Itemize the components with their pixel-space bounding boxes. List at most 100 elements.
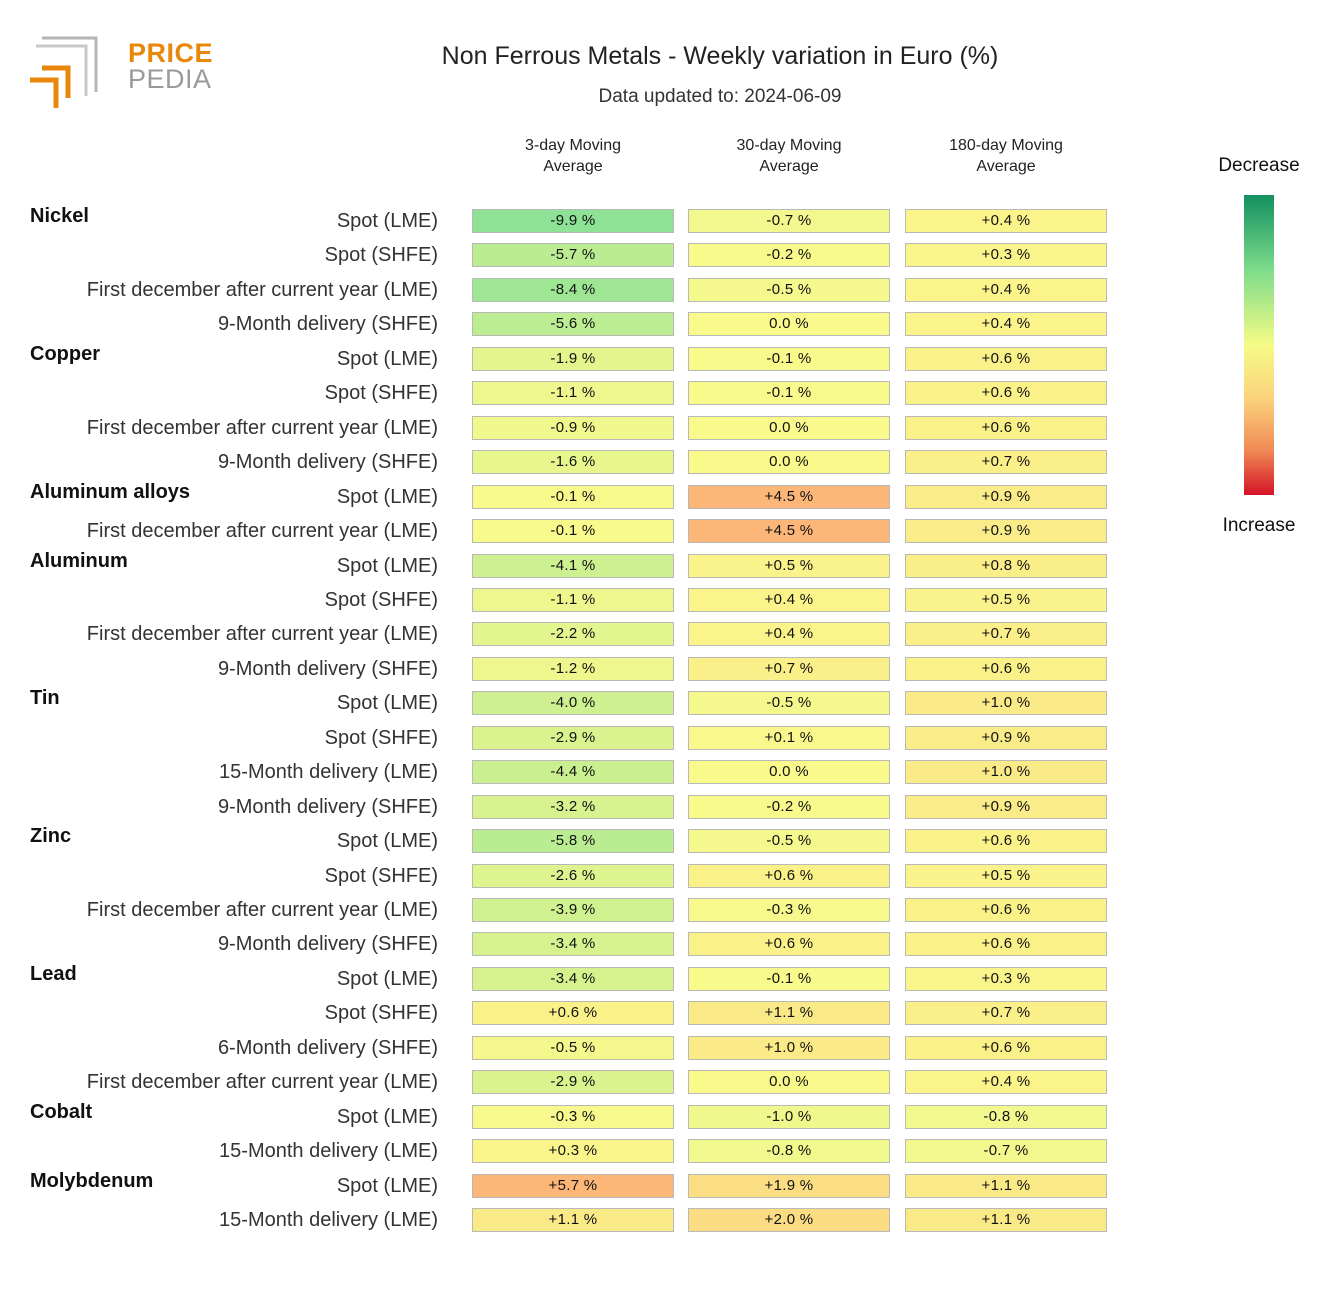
row-label: First december after current year (LME)	[86, 520, 438, 543]
heat-cell: +0.9 %	[905, 725, 1107, 750]
column-header-2: 180-day Moving Average	[905, 135, 1107, 177]
row-label: Spot (SHFE)	[324, 244, 438, 267]
heat-cell: -1.1 %	[472, 381, 674, 406]
heat-cell: -1.9 %	[472, 346, 674, 371]
row-label: Spot (LME)	[336, 830, 438, 853]
row-label: Spot (LME)	[336, 692, 438, 715]
heat-cell: -3.4 %	[472, 966, 674, 991]
heat-cell: +0.6 %	[905, 1035, 1107, 1060]
heat-cell: -9.9 %	[472, 209, 674, 233]
heat-cell: -0.1 %	[688, 381, 890, 406]
heat-cell: -1.1 %	[472, 587, 674, 612]
group-label: Tin	[30, 687, 60, 710]
heat-cell: +0.9 %	[905, 519, 1107, 544]
heat-cell: +0.6 %	[905, 898, 1107, 922]
heat-cell: +1.9 %	[688, 1173, 890, 1198]
heat-cell: -4.1 %	[472, 553, 674, 578]
heat-cell: -0.8 %	[688, 1139, 890, 1164]
heat-cell: +5.7 %	[472, 1173, 674, 1198]
column-header-line: Average	[976, 158, 1036, 175]
heat-cell: -0.5 %	[472, 1035, 674, 1060]
heat-cell: +0.5 %	[688, 553, 890, 578]
column-header-1: 30-day Moving Average	[688, 135, 890, 177]
group-label: Molybdenum	[30, 1169, 154, 1192]
heat-cell: -4.0 %	[472, 691, 674, 716]
row-label: 15-Month delivery (LME)	[219, 761, 438, 784]
heat-cell: +4.5 %	[688, 484, 890, 509]
row-label: 9-Month delivery (SHFE)	[217, 795, 438, 818]
heat-cell: -5.7 %	[472, 243, 674, 268]
group-label: Aluminum	[30, 549, 128, 572]
row-label: Spot (LME)	[336, 554, 438, 577]
heat-cell: -0.3 %	[688, 898, 890, 922]
row-label: 9-Month delivery (SHFE)	[217, 933, 438, 956]
legend-increase-label: Increase	[1222, 515, 1296, 536]
logo-text-price: PRICE	[128, 38, 214, 68]
heat-cell: -0.8 %	[905, 1104, 1107, 1129]
heat-cell: +0.6 %	[688, 863, 890, 888]
heat-cell: +0.4 %	[905, 312, 1107, 337]
heat-cell: +0.8 %	[905, 553, 1107, 578]
row-label: Spot (SHFE)	[324, 864, 438, 887]
heat-cell: -0.9 %	[472, 415, 674, 440]
heat-cell: -3.4 %	[472, 932, 674, 957]
group-label: Zinc	[30, 825, 72, 848]
group-label: Copper	[30, 342, 100, 365]
column-header-line: Average	[759, 158, 819, 175]
row-label: First december after current year (LME)	[86, 623, 438, 646]
heat-cell: -0.5 %	[688, 829, 890, 854]
heat-cell: +0.3 %	[472, 1139, 674, 1164]
row-label: 15-Month delivery (LME)	[219, 1209, 438, 1232]
column-header-line: 180-day Moving	[949, 137, 1063, 154]
row-label: 9-Month delivery (SHFE)	[217, 657, 438, 680]
heat-cell: +0.4 %	[905, 1070, 1107, 1095]
row-label: 9-Month delivery (SHFE)	[217, 313, 438, 336]
heat-cell: +0.4 %	[688, 587, 890, 612]
heat-cell: +1.0 %	[905, 760, 1107, 785]
row-label: Spot (LME)	[336, 347, 438, 370]
heat-cell: +0.6 %	[905, 829, 1107, 854]
heat-cell: -5.8 %	[472, 829, 674, 854]
row-label: First december after current year (LME)	[86, 1071, 438, 1094]
heat-cell: -5.6 %	[472, 312, 674, 337]
heat-cell: -0.1 %	[472, 484, 674, 509]
logo-text-pedia: PEDIA	[128, 64, 212, 94]
heat-cell: +1.1 %	[688, 1001, 890, 1026]
column-header-0: 3-day Moving Average	[472, 135, 674, 177]
group-label: Nickel	[30, 205, 89, 227]
heat-cell: +0.6 %	[905, 656, 1107, 681]
heat-cell: -0.7 %	[905, 1139, 1107, 1164]
row-label: Spot (SHFE)	[324, 588, 438, 611]
pricepedia-logo: PRICE PEDIA	[28, 36, 213, 112]
heat-cell: -0.5 %	[688, 277, 890, 302]
column-header-line: 3-day Moving	[524, 137, 622, 154]
heat-cell: +1.1 %	[905, 1208, 1107, 1233]
legend-decrease-label: Decrease	[1218, 155, 1300, 176]
row-label: First december after current year (LME)	[86, 899, 438, 921]
heat-cell: +0.3 %	[905, 966, 1107, 991]
row-label: Spot (LME)	[336, 210, 438, 232]
heat-cell: +0.7 %	[688, 656, 890, 681]
heat-cell: 0.0 %	[688, 450, 890, 475]
chart-subtitle: Data updated to: 2024-06-09	[598, 86, 842, 107]
heat-cell: -0.3 %	[472, 1104, 674, 1129]
heat-cell: +0.6 %	[905, 415, 1107, 440]
heat-cell: -0.1 %	[472, 519, 674, 544]
heat-cell: +4.5 %	[688, 519, 890, 544]
heat-cell: +0.6 %	[905, 346, 1107, 371]
heat-cell: -0.5 %	[688, 691, 890, 716]
heat-cell: +1.1 %	[905, 1173, 1107, 1198]
heat-cell: +1.0 %	[905, 691, 1107, 716]
heat-cell: -2.2 %	[472, 622, 674, 647]
group-label: Aluminum alloys	[30, 480, 191, 503]
heat-cell: 0.0 %	[688, 1070, 890, 1095]
heat-cell: +0.4 %	[688, 622, 890, 647]
heat-cell: -8.4 %	[472, 277, 674, 302]
heat-cell: -2.9 %	[472, 1070, 674, 1095]
heat-cell: -3.2 %	[472, 794, 674, 819]
heat-cell: -1.0 %	[688, 1104, 890, 1129]
heat-cell: -4.4 %	[472, 760, 674, 785]
heat-cell: -0.2 %	[688, 243, 890, 268]
heat-cell: +0.3 %	[905, 243, 1107, 268]
row-label: Spot (LME)	[336, 967, 438, 990]
